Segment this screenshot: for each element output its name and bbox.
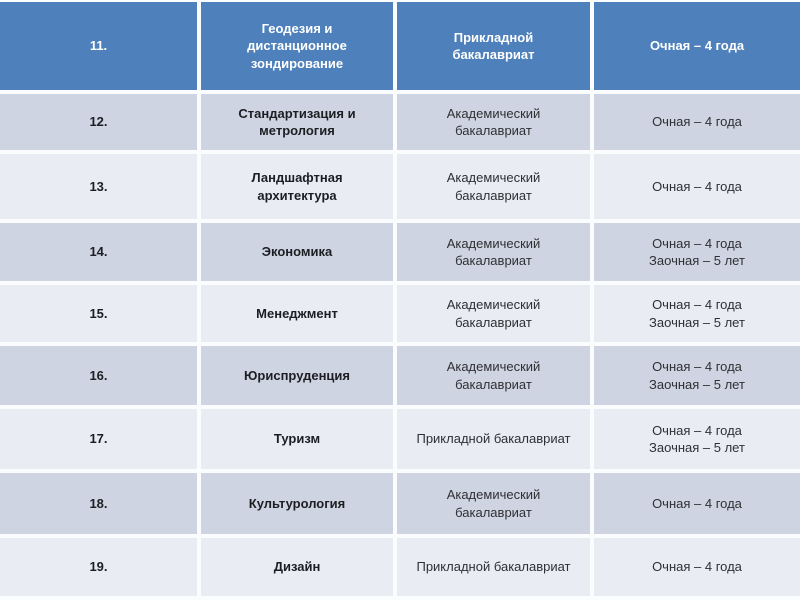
row-11-degree-cell: Прикладной бакалавриат (397, 2, 590, 90)
row-14-program-cell: Экономика (201, 223, 393, 281)
row-11-program-cell: Геодезия и дистанционное зондирование (201, 2, 393, 90)
row-17-program-cell: Туризм (201, 409, 393, 469)
row-14-degree-cell: Академический бакалавриат (397, 223, 590, 281)
row-11-number-cell: 11. (0, 2, 197, 90)
row-19-degree-cell: Прикладной бакалавриат (397, 538, 590, 596)
row-15-program-cell: Менеджмент (201, 285, 393, 342)
row-15-form-cell: Очная – 4 года Заочная – 5 лет (594, 285, 800, 342)
row-18-form-cell: Очная – 4 года (594, 473, 800, 534)
row-12-program-cell: Стандартизация и метрология (201, 94, 393, 150)
row-13-number-cell: 13. (0, 154, 197, 219)
row-16-form-cell: Очная – 4 года Заочная – 5 лет (594, 346, 800, 405)
row-18-number-cell: 18. (0, 473, 197, 534)
row-16-degree-cell: Академический бакалавриат (397, 346, 590, 405)
row-12-degree-cell: Академический бакалавриат (397, 94, 590, 150)
row-14-number-cell: 14. (0, 223, 197, 281)
row-16-number-cell: 16. (0, 346, 197, 405)
row-18-degree-cell: Академический бакалавриат (397, 473, 590, 534)
row-11-form-cell: Очная – 4 года (594, 2, 800, 90)
row-13-program-cell: Ландшафтная архитектура (201, 154, 393, 219)
row-14-form-cell: Очная – 4 года Заочная – 5 лет (594, 223, 800, 281)
row-17-number-cell: 17. (0, 409, 197, 469)
row-12-number-cell: 12. (0, 94, 197, 150)
row-13-degree-cell: Академический бакалавриат (397, 154, 590, 219)
row-13-form-cell: Очная – 4 года (594, 154, 800, 219)
row-17-form-cell: Очная – 4 года Заочная – 5 лет (594, 409, 800, 469)
row-17-degree-cell: Прикладной бакалавриат (397, 409, 590, 469)
row-16-program-cell: Юриспруденция (201, 346, 393, 405)
row-15-degree-cell: Академический бакалавриат (397, 285, 590, 342)
row-19-program-cell: Дизайн (201, 538, 393, 596)
row-15-number-cell: 15. (0, 285, 197, 342)
row-19-number-cell: 19. (0, 538, 197, 596)
row-12-form-cell: Очная – 4 года (594, 94, 800, 150)
row-19-form-cell: Очная – 4 года (594, 538, 800, 596)
row-18-program-cell: Культурология (201, 473, 393, 534)
